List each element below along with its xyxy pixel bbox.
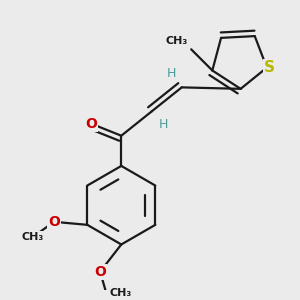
Text: S: S [264, 60, 275, 75]
Text: O: O [85, 117, 97, 130]
Text: CH₃: CH₃ [22, 232, 44, 242]
Text: CH₃: CH₃ [166, 36, 188, 46]
Text: H: H [166, 67, 176, 80]
Text: O: O [94, 265, 106, 279]
Text: CH₃: CH₃ [109, 288, 131, 298]
Text: H: H [159, 118, 168, 130]
Text: O: O [48, 215, 60, 229]
